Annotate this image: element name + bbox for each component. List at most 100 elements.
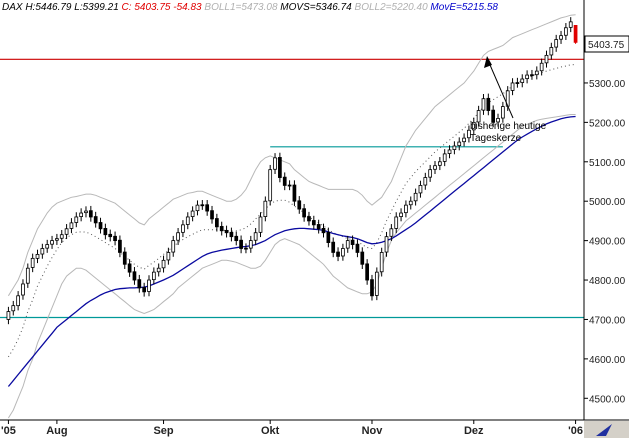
candle-body: [205, 204, 210, 212]
candle-body: [30, 257, 35, 268]
x-tick-label: '06: [568, 425, 583, 437]
candle-body: [433, 165, 437, 170]
candle-body: [224, 229, 229, 234]
candle-body: [74, 216, 79, 223]
candle-body: [93, 216, 98, 224]
annotation-line-2: Tageskerze: [470, 133, 522, 144]
chart-tool-icon[interactable]: [596, 424, 612, 436]
x-axis-ticks: '05 Aug Sep Okt Nov Dez '06: [1, 420, 583, 437]
bollinger-upper-line: [7, 14, 576, 297]
candle-body: [360, 251, 365, 265]
candle-body: [365, 263, 369, 281]
price-box-label: 5403.75: [588, 40, 625, 51]
candle-body: [156, 267, 161, 273]
candle-body: [11, 305, 16, 312]
candle-body: [496, 118, 500, 123]
candle-body: [525, 74, 529, 80]
candle-body: [491, 109, 496, 123]
candle-body: [336, 251, 340, 257]
candle-body: [40, 248, 45, 255]
y-tick-label: 4800.00: [589, 276, 626, 287]
candle-body: [108, 233, 113, 238]
candle-body: [408, 200, 413, 206]
candle-body: [69, 222, 74, 229]
candle-body: [520, 78, 525, 83]
header-item: BOLL2=5220.40: [352, 2, 428, 13]
candle-body: [190, 210, 195, 217]
candle-body: [21, 283, 25, 296]
candle-body: [55, 238, 59, 241]
candle-body: [6, 311, 11, 320]
annotation-line-1: bisherige heutige: [470, 121, 547, 132]
candle-body: [118, 239, 122, 253]
candle-body: [447, 149, 452, 154]
candle-body: [316, 224, 321, 230]
header-item: BOLL1=5473.08: [202, 2, 278, 13]
candle-body: [239, 239, 243, 249]
candle-body: [437, 161, 442, 166]
candle-body: [476, 110, 481, 123]
candle-body: [122, 251, 127, 265]
candle-body: [452, 145, 457, 150]
y-tick-label: 5000.00: [589, 197, 626, 208]
y-tick-label: 4600.00: [589, 355, 626, 366]
annotation: bisherige heutige Tageskerze: [470, 56, 547, 144]
ema-line: [7, 115, 576, 387]
annotation-arrow-head: [484, 56, 492, 68]
moving-average-dotted-line: [7, 64, 576, 358]
annotation-arrow-line: [486, 57, 514, 119]
candle-body: [345, 240, 350, 249]
candle-body: [350, 239, 355, 245]
x-tick-label: Sep: [153, 425, 173, 437]
candle-body: [481, 98, 486, 111]
candle-body: [181, 224, 185, 233]
candle-body: [292, 184, 297, 202]
candle-body: [137, 279, 142, 289]
header-item: MovE=5215.58: [428, 2, 499, 13]
candle-body: [210, 210, 214, 220]
candle-body: [399, 212, 403, 217]
candle-body: [79, 212, 83, 217]
candle-body: [45, 244, 50, 249]
candle-body: [539, 62, 544, 72]
candle-body: [568, 21, 573, 28]
candle-body: [113, 235, 117, 242]
candle-body: [258, 216, 263, 233]
x-tick-label: Okt: [261, 425, 280, 437]
header-item: C: 5403.75: [119, 2, 171, 13]
candle-body: [229, 231, 234, 238]
candle-body: [534, 70, 539, 76]
candle-body: [234, 235, 239, 242]
candle-body: [248, 240, 253, 249]
candle-body: [263, 200, 268, 217]
candle-body: [341, 248, 345, 257]
candle-body: [166, 252, 171, 261]
candle-body: [147, 279, 151, 292]
x-tick-label: Nov: [362, 425, 384, 437]
candle-body: [297, 200, 302, 210]
candle-body: [554, 39, 559, 48]
plot-area: [0, 14, 584, 419]
candle-body: [215, 218, 219, 228]
candle-body: [185, 216, 190, 225]
candle-body: [132, 271, 137, 281]
candle-body: [370, 279, 374, 297]
candle-body: [428, 169, 433, 178]
y-tick-label: 5200.00: [589, 118, 626, 129]
candle-body: [103, 228, 108, 236]
candle-body: [559, 35, 563, 40]
candle-body: [219, 226, 224, 232]
y-axis-ticks: 5300.00 5200.00 5100.00 5000.00 4900.00 4800.…: [584, 79, 626, 405]
candle-body: [200, 204, 205, 207]
candle-body: [549, 47, 554, 56]
header-item: DAX H:5446.79 L:5399.21: [2, 2, 119, 13]
candle-body: [98, 222, 103, 230]
candle-body: [321, 228, 326, 234]
candle-body: [50, 240, 54, 245]
candle-body: [442, 153, 447, 162]
candle-body: [142, 287, 147, 293]
candle-body: [379, 252, 384, 273]
candle-body: [471, 121, 476, 131]
